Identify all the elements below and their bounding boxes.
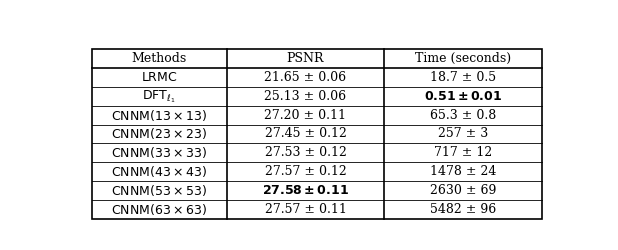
- Text: $\mathbf{0.51 \pm 0.01}$: $\mathbf{0.51 \pm 0.01}$: [424, 90, 502, 103]
- Text: $\mathrm{CNNM}(23\times 23)$: $\mathrm{CNNM}(23\times 23)$: [111, 126, 207, 142]
- Text: 1478 ± 24: 1478 ± 24: [430, 165, 496, 178]
- Text: 65.3 ± 0.8: 65.3 ± 0.8: [430, 109, 496, 122]
- Text: 5482 ± 96: 5482 ± 96: [430, 203, 496, 216]
- Text: $\mathrm{CNNM}(63\times 63)$: $\mathrm{CNNM}(63\times 63)$: [111, 202, 207, 217]
- Text: $\mathrm{CNNM}(13\times 13)$: $\mathrm{CNNM}(13\times 13)$: [111, 108, 207, 123]
- Text: 18.7 ± 0.5: 18.7 ± 0.5: [430, 71, 496, 84]
- Text: $\mathrm{LRMC}$: $\mathrm{LRMC}$: [141, 71, 177, 84]
- Text: 2630 ± 69: 2630 ± 69: [430, 184, 496, 197]
- Text: 717 ± 12: 717 ± 12: [434, 146, 492, 159]
- Text: $\mathbf{27.58 \pm 0.11}$: $\mathbf{27.58 \pm 0.11}$: [262, 184, 349, 197]
- Text: $\mathrm{CNNM}(53\times 53)$: $\mathrm{CNNM}(53\times 53)$: [111, 183, 207, 198]
- Text: 27.57 ± 0.11: 27.57 ± 0.11: [265, 203, 347, 216]
- Text: $\mathrm{CNNM}(43\times 43)$: $\mathrm{CNNM}(43\times 43)$: [111, 164, 207, 179]
- Text: 25.13 ± 0.06: 25.13 ± 0.06: [265, 90, 347, 103]
- Text: PSNR: PSNR: [287, 52, 324, 65]
- Text: Methods: Methods: [132, 52, 187, 65]
- Text: 27.53 ± 0.12: 27.53 ± 0.12: [265, 146, 347, 159]
- Text: $\mathrm{DFT}_{\ell_1}$: $\mathrm{DFT}_{\ell_1}$: [142, 88, 176, 104]
- Text: 21.65 ± 0.06: 21.65 ± 0.06: [265, 71, 347, 84]
- Text: 27.57 ± 0.12: 27.57 ± 0.12: [265, 165, 346, 178]
- Text: Time (seconds): Time (seconds): [415, 52, 511, 65]
- Text: 27.20 ± 0.11: 27.20 ± 0.11: [265, 109, 347, 122]
- Text: $\mathrm{CNNM}(33\times 33)$: $\mathrm{CNNM}(33\times 33)$: [111, 145, 207, 160]
- Text: 257 ± 3: 257 ± 3: [438, 128, 488, 140]
- Text: 27.45 ± 0.12: 27.45 ± 0.12: [265, 128, 347, 140]
